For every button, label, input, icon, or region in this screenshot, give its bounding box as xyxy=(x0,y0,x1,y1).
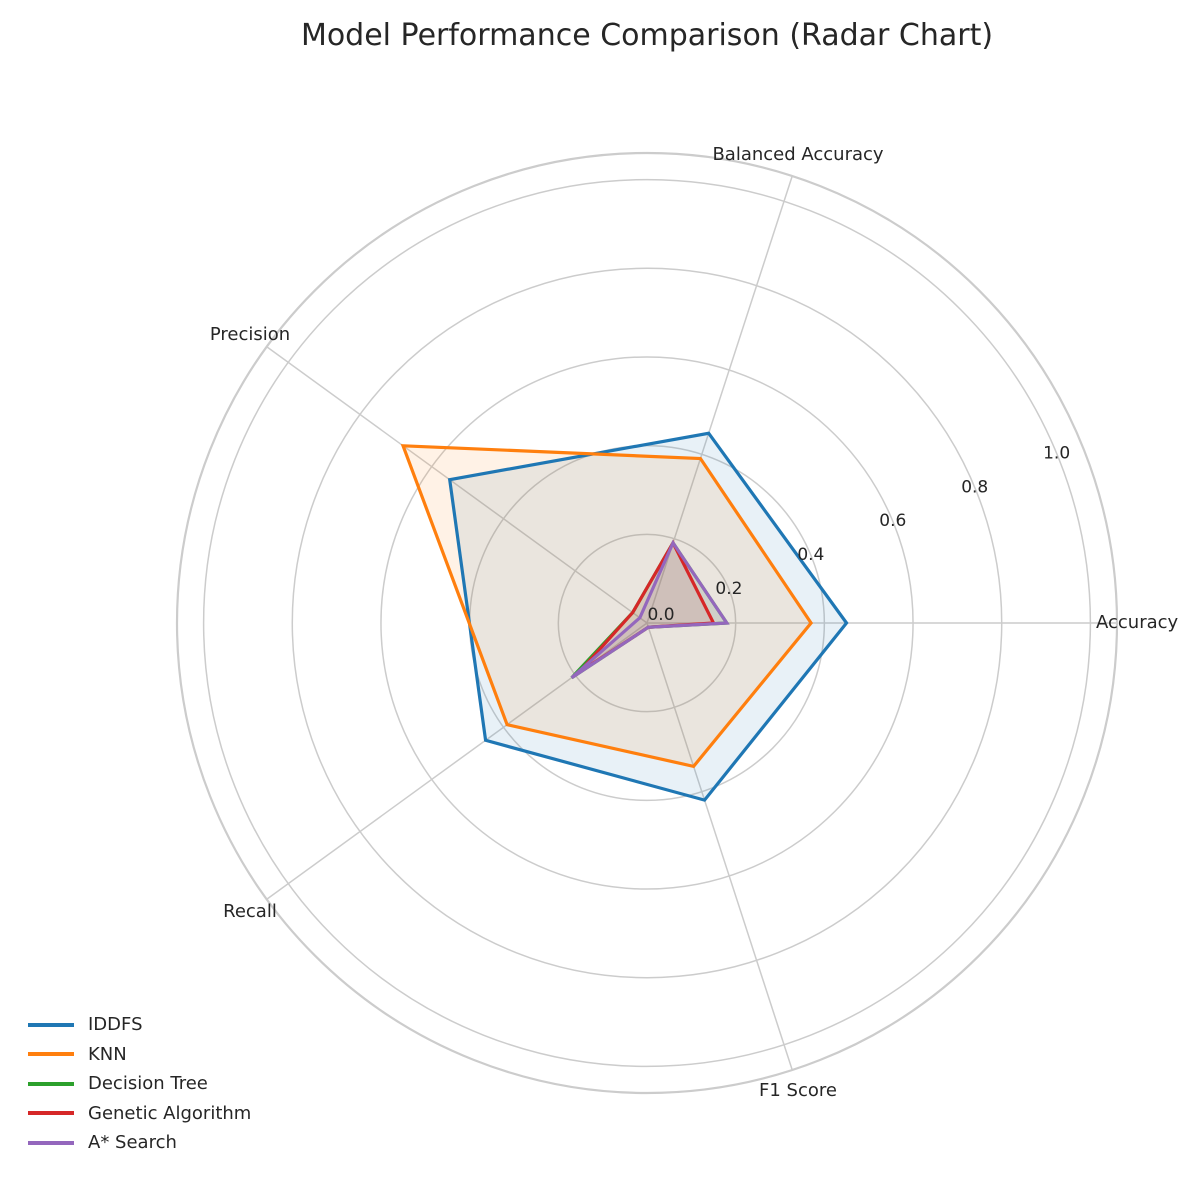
legend-label: KNN xyxy=(88,1043,127,1065)
axis-label: Recall xyxy=(223,901,277,922)
tick-label: 1.0 xyxy=(1043,443,1070,463)
series-line xyxy=(447,431,849,802)
axis-spoke xyxy=(266,346,648,624)
tick-label: 0.2 xyxy=(715,579,742,599)
legend-item: Decision Tree xyxy=(28,1069,251,1099)
axis-label: Precision xyxy=(210,324,290,345)
label-layer: Accuracy Balanced Accuracy Precision Recall… xyxy=(210,144,1179,1101)
tick-label: 0.4 xyxy=(797,545,824,565)
legend-swatch xyxy=(28,1111,74,1116)
tick-label: 0.8 xyxy=(961,477,988,497)
series-line xyxy=(570,539,730,680)
legend: IDDFS KNN Decision Tree Genetic Algorithm A*… xyxy=(28,1010,251,1158)
tick-label: 0.6 xyxy=(879,511,906,531)
axis-label: Accuracy xyxy=(1096,612,1179,633)
legend-swatch xyxy=(28,1052,74,1057)
axis-label: F1 Score xyxy=(759,1080,837,1101)
tick-label: 0.0 xyxy=(647,605,674,625)
legend-swatch xyxy=(28,1140,74,1145)
series-fill xyxy=(403,445,812,767)
axis-spoke xyxy=(646,622,793,1071)
series-fill xyxy=(449,433,847,801)
legend-item: IDDFS xyxy=(28,1010,251,1040)
legend-swatch xyxy=(28,1081,74,1086)
legend-item: KNN xyxy=(28,1040,251,1070)
axis-label: Balanced Accuracy xyxy=(712,144,883,165)
legend-swatch xyxy=(28,1022,74,1027)
series-line xyxy=(400,444,814,769)
chart-title: Model Performance Comparison (Radar Char… xyxy=(300,18,994,53)
series-layer xyxy=(400,431,849,802)
legend-label: Decision Tree xyxy=(88,1073,208,1095)
legend-label: A* Search xyxy=(88,1132,177,1154)
legend-item: A* Search xyxy=(28,1128,251,1158)
legend-label: IDDFS xyxy=(88,1014,143,1036)
legend-item: Genetic Algorithm xyxy=(28,1099,251,1129)
legend-label: Genetic Algorithm xyxy=(88,1102,252,1124)
